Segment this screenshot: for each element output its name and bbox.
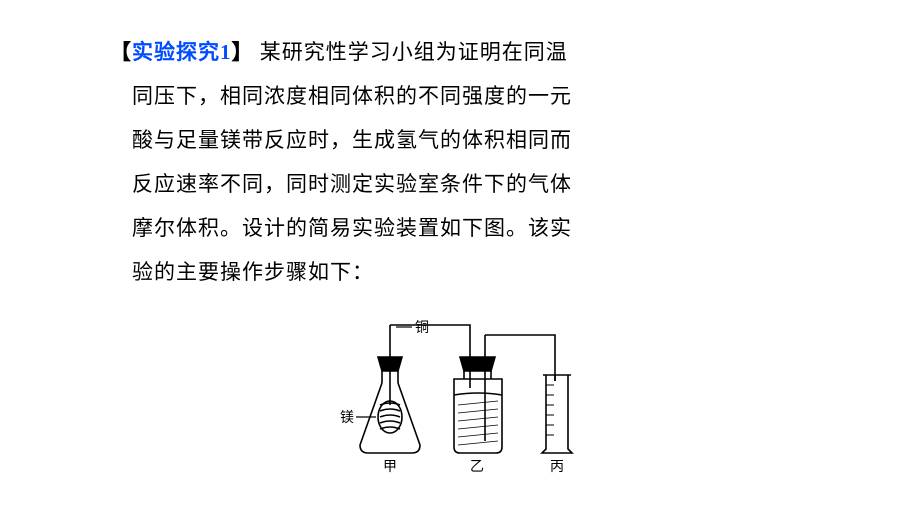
flask-mid	[454, 357, 502, 453]
label-flask-mid: 乙	[470, 459, 484, 475]
page-content: 【实验探究1】 某研究性学习小组为证明在同温 同压下，相同浓度相同体积的不同强度…	[0, 0, 920, 478]
experiment-label: 实验探究1	[132, 40, 232, 64]
line-3: 酸与足量镁带反应时，生成氢气的体积相同而	[110, 118, 810, 162]
line-4: 反应速率不同，同时测定实验室条件下的气体	[110, 162, 810, 206]
label-flask-left: 甲	[383, 460, 397, 475]
bracket-open: 【	[110, 40, 132, 64]
labels-group: 铜 镁 甲 乙 丙	[340, 320, 564, 475]
flask-left	[360, 357, 420, 453]
cylinder-right	[542, 375, 572, 453]
line-5: 摩尔体积。设计的简易实验装置如下图。该实	[110, 206, 810, 250]
line-1: 【实验探究1】 某研究性学习小组为证明在同温	[110, 30, 810, 74]
line1-tail: 某研究性学习小组为证明在同温	[254, 40, 568, 64]
label-cylinder: 丙	[550, 460, 564, 475]
label-top-wire: 铜	[415, 320, 429, 336]
label-coil: 镁	[340, 410, 354, 426]
passage-text: 【实验探究1】 某研究性学习小组为证明在同温 同压下，相同浓度相同体积的不同强度…	[110, 30, 810, 295]
bracket-close: 】	[232, 40, 254, 64]
line-2: 同压下，相同浓度相同体积的不同强度的一元	[110, 74, 810, 118]
diagram-container: 铜 镁 甲 乙 丙	[110, 313, 810, 478]
apparatus-diagram: 铜 镁 甲 乙 丙	[320, 313, 600, 478]
line-6: 验的主要操作步骤如下：	[110, 250, 810, 294]
